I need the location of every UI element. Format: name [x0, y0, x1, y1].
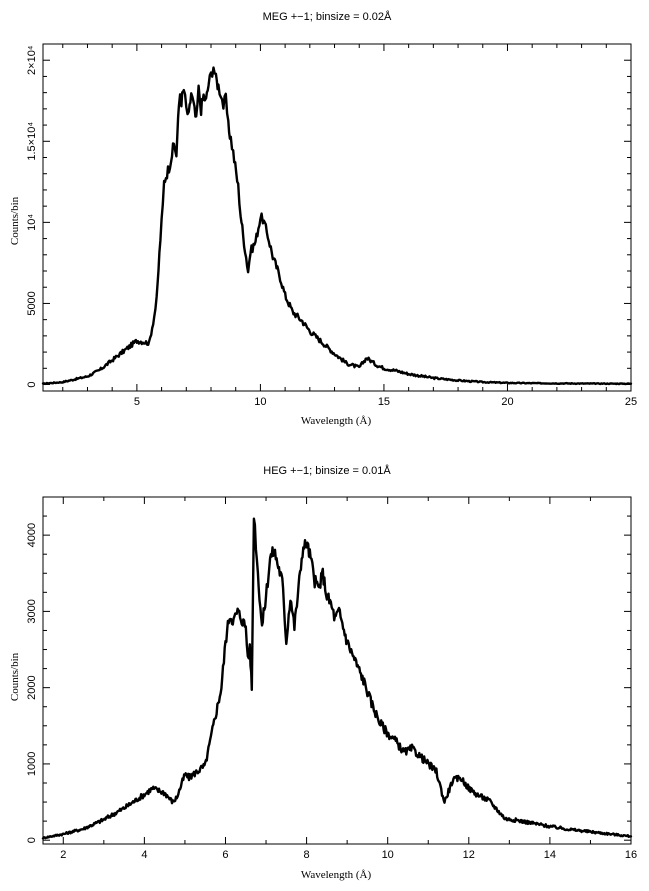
heg-x-tick-label: 12 [463, 849, 475, 861]
heg-xlabel: Wavelength (Å) [301, 869, 372, 881]
heg-x-tick-label: 4 [141, 849, 147, 861]
heg-ticks: 2 4 6 8 10 12 14 16 0 1000 2000 3000 4000 [26, 497, 637, 861]
heg-panel: HEG +−1; binsize = 0.01Å Counts/bin Wave… [9, 464, 637, 881]
meg-y-tick-label: 2×10⁴ [26, 45, 38, 75]
meg-x-tick-label: 25 [625, 396, 637, 408]
heg-ylabel: Counts/bin [9, 652, 21, 701]
heg-x-tick-label: 8 [304, 849, 310, 861]
meg-y-tick-label: 5000 [26, 291, 38, 315]
meg-y-tick-label: 0 [26, 381, 38, 387]
heg-x-tick-label: 10 [382, 849, 394, 861]
meg-y-tick-label: 10⁴ [26, 214, 38, 231]
heg-x-tick-label: 6 [222, 849, 228, 861]
meg-x-tick-label: 10 [254, 396, 266, 408]
heg-y-tick-label: 3000 [26, 599, 38, 623]
heg-title: HEG +−1; binsize = 0.01Å [263, 464, 391, 477]
meg-x-tick-label: 15 [378, 396, 390, 408]
heg-y-tick-label: 1000 [26, 752, 38, 776]
meg-title: MEG +−1; binsize = 0.02Å [263, 10, 392, 23]
meg-ticks: 5 10 15 20 25 0 5000 10⁴ 1.5×10⁴ 2×10⁴ [26, 44, 637, 408]
heg-spectrum-line [41, 517, 633, 840]
heg-y-tick-label: 0 [26, 837, 38, 843]
heg-x-tick-label: 16 [625, 849, 637, 861]
meg-plot-frame [42, 43, 632, 392]
meg-x-tick-label: 5 [134, 396, 140, 408]
meg-y-tick-label: 1.5×10⁴ [26, 122, 38, 161]
meg-x-tick-label: 20 [501, 396, 513, 408]
meg-ylabel: Counts/bin [9, 196, 21, 245]
meg-xlabel: Wavelength (Å) [301, 415, 372, 427]
meg-spectrum-line [41, 66, 633, 386]
heg-y-tick-label: 2000 [26, 675, 38, 699]
heg-plot-frame [42, 496, 632, 845]
meg-panel: MEG +−1; binsize = 0.02Å Counts/bin Wave… [9, 10, 637, 427]
heg-y-tick-label: 4000 [26, 523, 38, 547]
heg-x-tick-label: 14 [544, 849, 556, 861]
heg-x-tick-label: 2 [60, 849, 66, 861]
